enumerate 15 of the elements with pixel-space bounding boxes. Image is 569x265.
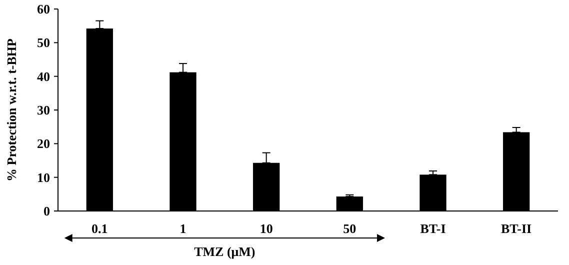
y-tick-label: 10: [37, 170, 50, 185]
y-tick-label: 0: [44, 204, 50, 219]
x-tick-label: 50: [343, 221, 356, 236]
x-tick-label: 1: [180, 221, 186, 236]
y-tick-label: 20: [37, 136, 50, 152]
y-tick-label: 60: [37, 2, 50, 17]
y-axis-title: % Protection w.r.t. t-BHP: [4, 38, 19, 182]
x-tick-label: BT-I: [420, 221, 446, 236]
text: TMZ (μM): [194, 244, 256, 259]
y-tick-label: 50: [37, 35, 50, 50]
y-tick-label: 30: [37, 102, 50, 118]
x-tick-label: 0.1: [92, 221, 108, 236]
y-tick-label: 40: [37, 68, 50, 84]
x-tick-label: 10: [260, 221, 273, 236]
x-tick-label: BT-II: [501, 221, 532, 236]
